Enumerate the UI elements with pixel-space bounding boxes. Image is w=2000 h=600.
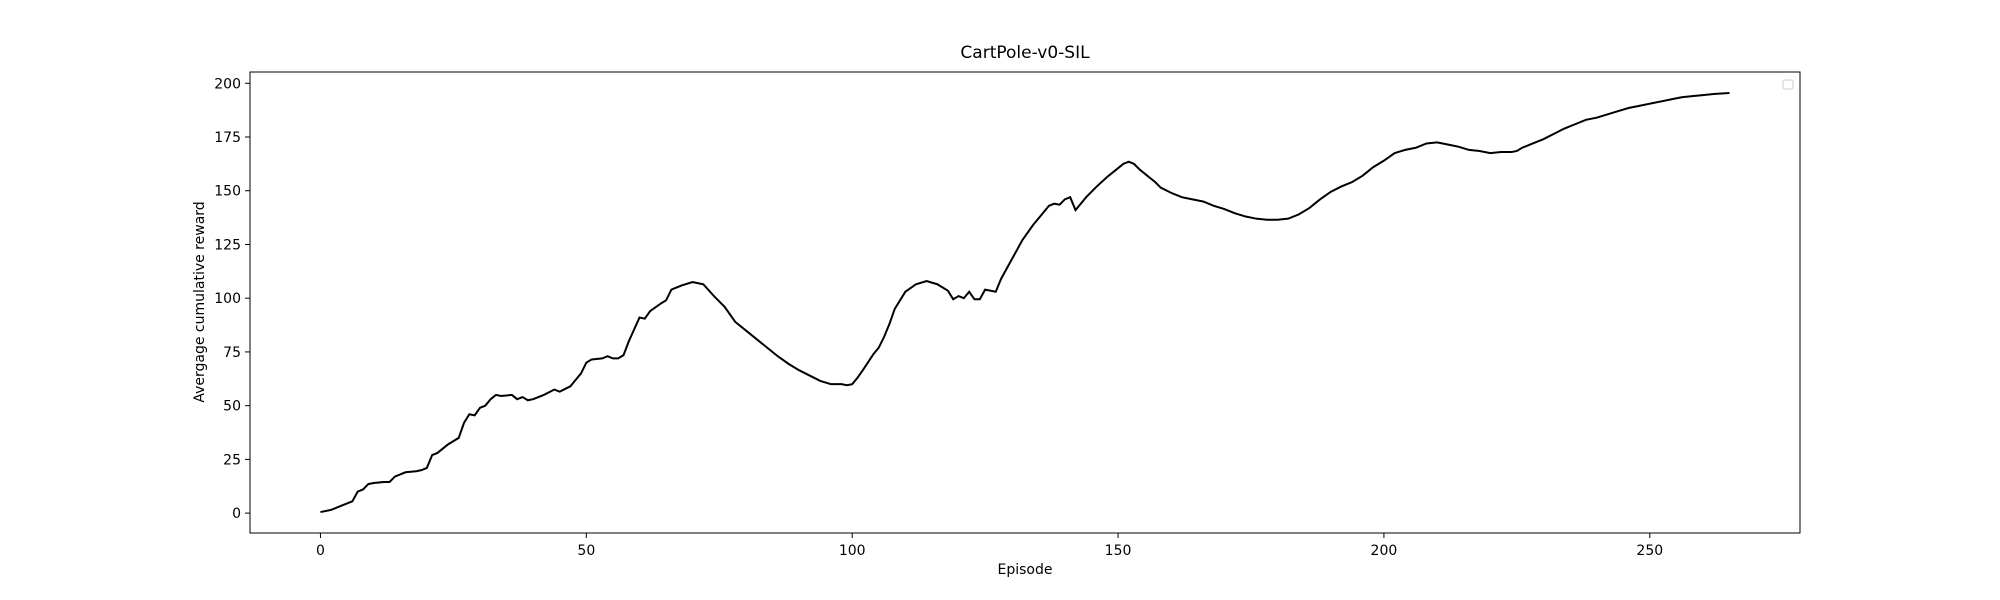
x-tick-label: 200	[1371, 543, 1398, 559]
y-tick-label: 50	[223, 399, 241, 415]
y-tick-label: 25	[223, 452, 241, 468]
chart-title: CartPole-v0-SIL	[960, 43, 1090, 63]
y-tick-label: 175	[214, 130, 241, 146]
x-tick-label: 0	[316, 543, 325, 559]
legend-box	[1782, 79, 1794, 90]
y-tick-label: 0	[232, 506, 241, 522]
y-tick-label: 100	[214, 291, 241, 307]
x-tick-label: 100	[839, 543, 866, 559]
y-tick-label: 75	[223, 345, 241, 361]
y-tick-label: 200	[214, 76, 241, 92]
plot-frame	[249, 71, 1801, 534]
x-tick-label: 50	[577, 543, 595, 559]
x-tick-label: 250	[1636, 543, 1663, 559]
y-axis-label: Avergage cumulative reward	[192, 201, 208, 402]
y-tick-label: 125	[214, 237, 241, 253]
y-tick-label: 150	[214, 184, 241, 200]
data-line	[320, 91, 1730, 514]
x-tick-label: 150	[1105, 543, 1132, 559]
x-axis-label: Episode	[998, 562, 1053, 578]
